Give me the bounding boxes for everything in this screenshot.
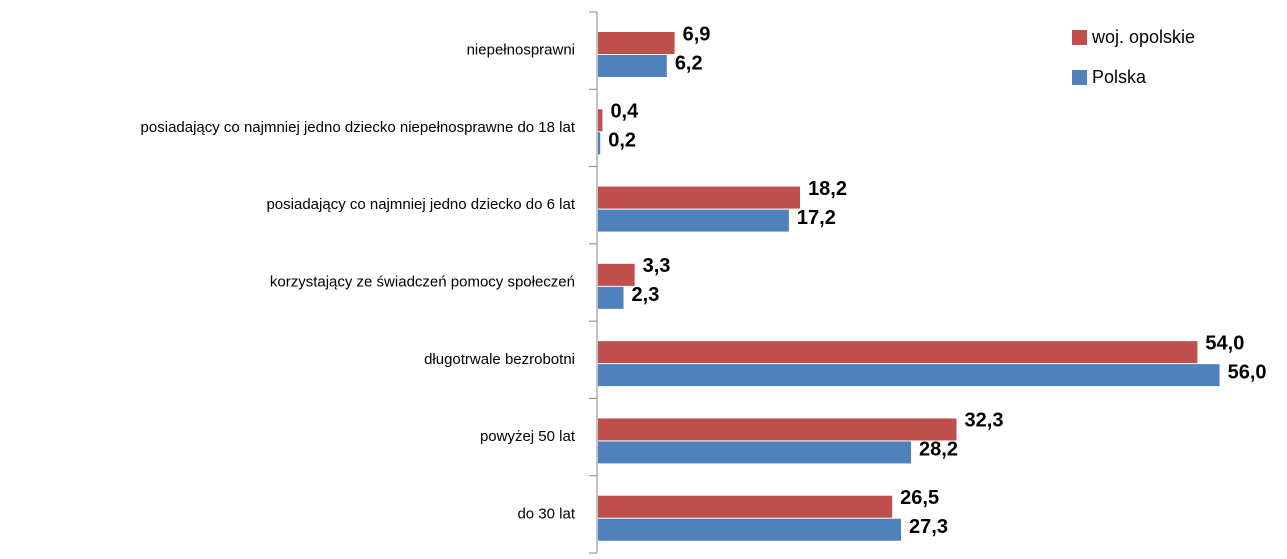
bar (598, 32, 675, 54)
category-label: posiadający co najmniej jedno dziecko do… (266, 196, 575, 213)
bar (598, 286, 624, 309)
bar (598, 209, 789, 232)
category-label: do 30 lat (517, 505, 575, 522)
value-label: 27,3 (909, 516, 948, 538)
category-label: powyżej 50 lat (480, 428, 576, 445)
value-label: 26,5 (900, 487, 939, 509)
value-label: 3,3 (643, 255, 671, 277)
category-label: korzystający ze świadczeń pomocy społecz… (270, 273, 575, 290)
value-label: 54,0 (1205, 332, 1244, 354)
bar (598, 186, 801, 209)
bar (598, 263, 635, 286)
category-label: niepełnosprawni (467, 42, 575, 59)
value-label: 0,2 (608, 130, 636, 152)
value-label: 56,0 (1228, 361, 1267, 383)
bar (598, 132, 601, 155)
value-label: 6,9 (683, 23, 711, 45)
bar (598, 441, 912, 464)
legend-swatch (1072, 70, 1087, 85)
bar (598, 55, 667, 77)
value-label: 28,2 (919, 439, 958, 461)
bar (598, 341, 1198, 364)
legend-label: woj. opolskie (1091, 27, 1195, 47)
bar (598, 418, 957, 441)
value-label: 0,4 (610, 101, 639, 123)
bar (598, 495, 893, 518)
bar (598, 109, 603, 132)
legend-swatch (1072, 30, 1087, 45)
category-label: posiadający co najmniej jedno dziecko ni… (141, 119, 576, 136)
value-label: 32,3 (965, 410, 1004, 432)
legend-label: Polska (1092, 67, 1147, 87)
bar (598, 518, 902, 541)
value-label: 2,3 (632, 284, 660, 306)
value-label: 6,2 (675, 52, 703, 74)
value-label: 18,2 (808, 178, 847, 200)
bar (598, 364, 1220, 387)
category-label: długotrwale bezrobotni (424, 351, 575, 368)
value-label: 17,2 (797, 207, 836, 229)
